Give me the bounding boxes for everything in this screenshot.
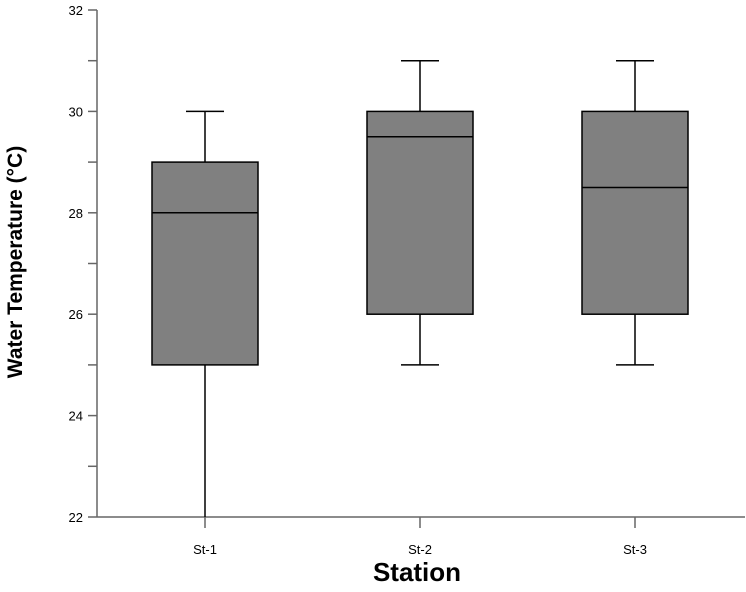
plot-area: 22 24 26 28 30 32 St-1 St-2 St-3 [69, 3, 745, 557]
y-tick-label: 24 [69, 409, 83, 424]
y-tick-label: 28 [69, 206, 83, 221]
y-tick-label: 22 [69, 510, 83, 525]
y-tick-label: 30 [69, 104, 83, 119]
y-axis-title: Water Temperature (°C) [4, 146, 27, 378]
y-tick-label: 32 [69, 3, 83, 18]
box-st-2 [366, 110, 474, 315]
x-tick-label-st-2: St-2 [408, 542, 432, 557]
x-axis-title: Station [373, 557, 461, 587]
y-tick-label: 26 [69, 307, 83, 322]
box-st-3 [581, 110, 689, 315]
x-tick-label-st-1: St-1 [193, 542, 217, 557]
x-tick-label-st-3: St-3 [623, 542, 647, 557]
box-st-1 [151, 161, 259, 366]
